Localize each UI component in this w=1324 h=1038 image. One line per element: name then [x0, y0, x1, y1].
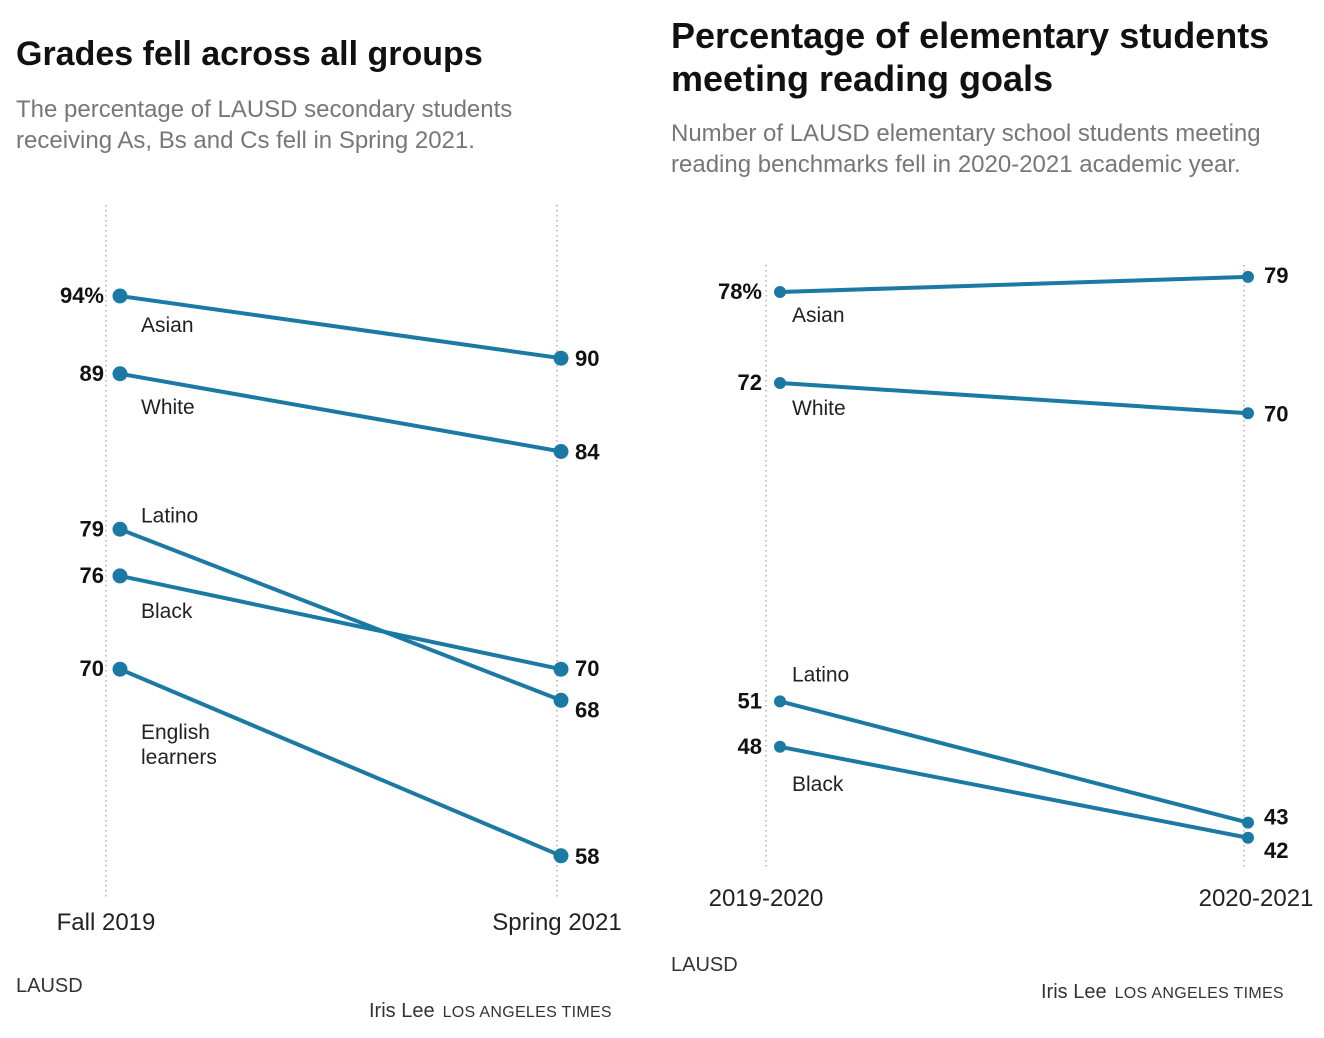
data-point-white-start	[112, 366, 128, 382]
series-line-latino	[778, 699, 1250, 825]
credit-author: Iris Lee	[1041, 981, 1107, 1003]
data-label-end: 90	[575, 346, 599, 371]
data-point-english-learners-start	[112, 661, 128, 677]
credit-org: LOS ANGELES TIMES	[442, 1004, 612, 1021]
grades-slope-chart: Fall 2019 Spring 2021 94% 90 Asian 89 84 White 7…	[57, 205, 622, 936]
chart-subtitle: The percentage of LAUSD secondary studen…	[16, 96, 513, 155]
data-point-black-start	[112, 568, 128, 584]
data-point-latino-end	[553, 692, 569, 708]
data-point-latino-end	[1242, 816, 1254, 829]
data-point-latino-start	[112, 521, 128, 537]
series-line-white	[118, 371, 563, 454]
data-label-start: 78%	[718, 279, 762, 304]
x-tick-label: Spring 2021	[492, 909, 621, 936]
series-name-label: White	[792, 397, 846, 420]
series-name-label: Black	[792, 773, 844, 796]
data-label-end: 68	[575, 697, 599, 722]
series-line-english-learners	[118, 667, 563, 858]
data-point-asian-start	[112, 288, 128, 304]
data-label-end: 70	[1264, 401, 1288, 426]
data-label-end: 79	[1264, 263, 1288, 288]
series-name-label: Asian	[792, 304, 845, 327]
data-point-latino-start	[774, 695, 786, 708]
data-label-end: 84	[575, 440, 600, 465]
reading-slope-chart: 2019-2020 2020-2021 78% 79 Asian 72 70 White 51 4…	[709, 263, 1314, 912]
credit-org: LOS ANGELES TIMES	[1114, 985, 1284, 1002]
data-point-white-end	[553, 444, 569, 459]
series-line-asian	[778, 274, 1250, 294]
series-name-label: learners	[141, 746, 217, 769]
chart-title: Percentage of elementary students meetin…	[671, 15, 1270, 100]
source-label: LAUSD	[16, 975, 83, 997]
chart-subtitle: Number of LAUSD elementary school studen…	[671, 120, 1261, 179]
data-label-end: 58	[575, 844, 599, 869]
series-name-label: White	[141, 396, 195, 419]
grades-chart-panel: Grades fell across all groups The percen…	[0, 0, 650, 1038]
data-label-end: 43	[1264, 805, 1288, 830]
data-label-end: 42	[1264, 838, 1288, 863]
data-point-black-start	[774, 740, 786, 753]
data-point-white-start	[774, 376, 786, 389]
data-point-asian-end	[1242, 270, 1254, 283]
series-name-label: Latino	[141, 504, 198, 527]
data-point-asian-start	[774, 286, 786, 298]
series-line-latino	[118, 527, 563, 703]
reading-chart-panel: Percentage of elementary students meetin…	[650, 0, 1324, 1038]
data-label-start: 51	[738, 688, 762, 713]
data-point-asian-end	[553, 350, 569, 366]
x-tick-label: Fall 2019	[57, 909, 156, 936]
series-line-black	[778, 744, 1250, 840]
data-label-end: 70	[575, 656, 599, 681]
data-label-start: 76	[80, 563, 104, 588]
series-line-asian	[118, 294, 563, 361]
source-label: LAUSD	[671, 954, 738, 976]
credit-author: Iris Lee	[369, 1000, 435, 1022]
chart-title: Grades fell across all groups	[16, 35, 483, 73]
data-label-start: 94%	[60, 283, 104, 308]
data-label-start: 89	[80, 361, 104, 386]
series-name-label: Black	[141, 600, 193, 623]
data-label-start: 79	[80, 516, 104, 541]
series-line-white	[778, 380, 1250, 416]
data-label-start: 48	[738, 734, 762, 759]
series-name-label: English	[141, 721, 210, 744]
series-name-label: Latino	[792, 663, 849, 686]
series-name-label: Asian	[141, 314, 194, 337]
data-point-english-learners-end	[553, 848, 569, 864]
data-label-start: 70	[80, 656, 104, 681]
x-tick-label: 2020-2021	[1199, 885, 1314, 912]
data-point-white-end	[1242, 407, 1254, 420]
x-tick-label: 2019-2020	[709, 885, 824, 912]
data-label-start: 72	[738, 370, 762, 395]
data-point-black-end	[553, 661, 569, 677]
series-line-black	[118, 573, 563, 672]
credit-line: Iris Lee LOS ANGELES TIMES	[1041, 981, 1284, 1004]
data-point-black-end	[1242, 831, 1254, 844]
credit-line: Iris Lee LOS ANGELES TIMES	[369, 1000, 612, 1023]
